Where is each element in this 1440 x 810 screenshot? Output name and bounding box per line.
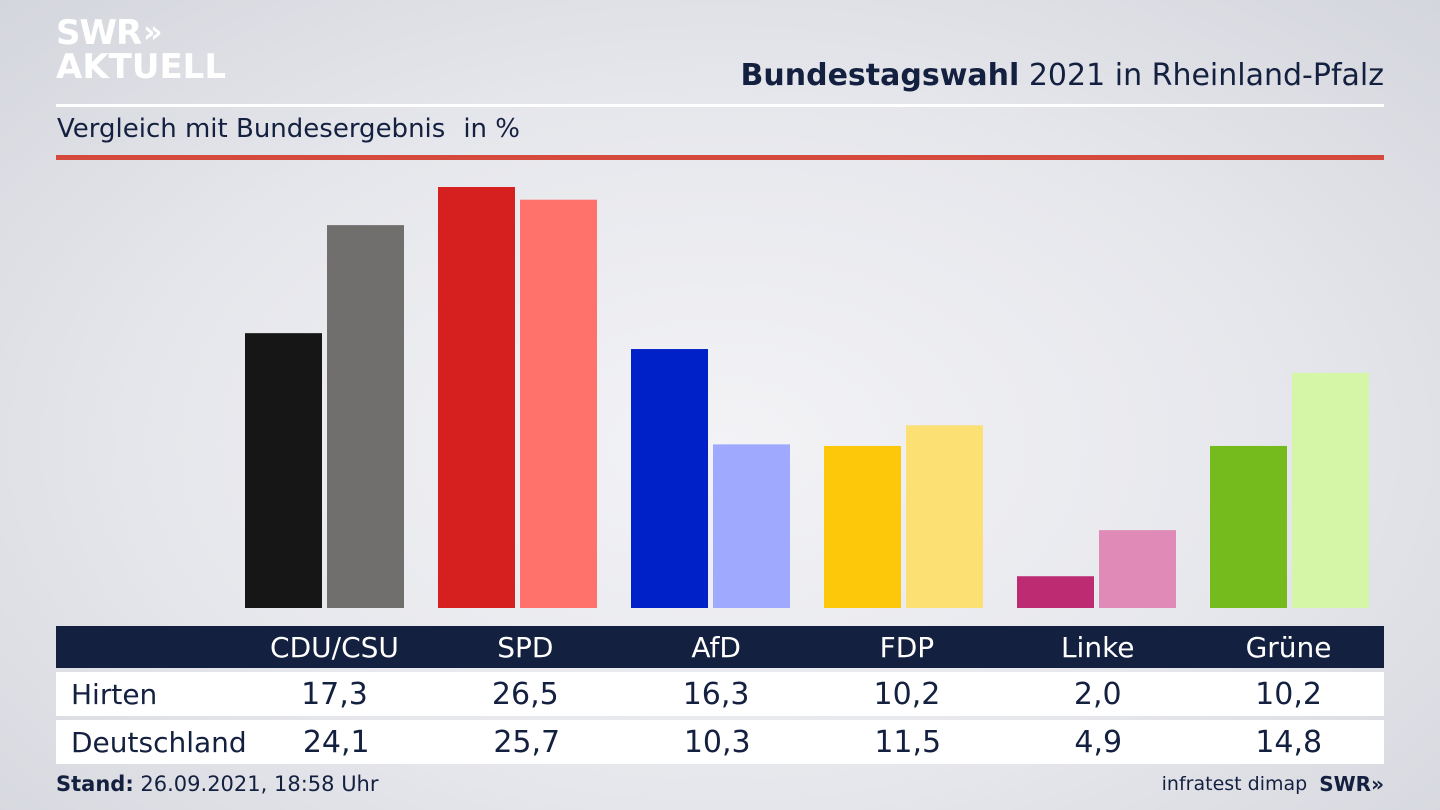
source-credit: infratest dimap SWR» bbox=[1162, 772, 1384, 796]
subtitle-divider bbox=[56, 155, 1384, 160]
timestamp: Stand: 26.09.2021, 18:58 Uhr bbox=[56, 772, 379, 796]
data-label: 10,2 bbox=[873, 676, 941, 712]
tick-label: SPD bbox=[497, 630, 554, 664]
swr-footer-logo: SWR» bbox=[1319, 772, 1384, 796]
bar-cdu-csu-deutschland bbox=[327, 225, 404, 608]
bar-grüne-deutschland bbox=[1292, 372, 1369, 608]
title-bold: Bundestagswahl bbox=[740, 58, 1020, 93]
stand-value: 26.09.2021, 18:58 Uhr bbox=[140, 772, 379, 796]
tick-label: Grüne bbox=[1245, 630, 1332, 664]
tick-label: FDP bbox=[879, 630, 935, 664]
data-label: 16,3 bbox=[682, 676, 750, 712]
data-label: 17,3 bbox=[301, 676, 368, 712]
subtitle-text: Vergleich mit Bundesergebnis bbox=[57, 114, 446, 144]
bar-linke-hirten bbox=[1017, 576, 1094, 608]
logo-swr: SWR bbox=[56, 13, 142, 53]
bar-fdp-hirten bbox=[824, 445, 901, 608]
data-label: 2,0 bbox=[1073, 676, 1122, 712]
bar-chart bbox=[245, 187, 1369, 609]
bar-spd-deutschland bbox=[520, 199, 597, 609]
source-text: infratest dimap bbox=[1161, 773, 1308, 795]
data-label: 4,9 bbox=[1074, 724, 1123, 760]
bar-grüne-hirten bbox=[1210, 445, 1287, 608]
bar-linke-deutschland bbox=[1099, 530, 1176, 608]
swr-aktuell-logo: SWR» AKTUELL bbox=[56, 13, 227, 87]
tick-label: CDU/CSU bbox=[270, 630, 399, 664]
subtitle-unit: in % bbox=[463, 114, 520, 144]
data-label: 26,5 bbox=[491, 676, 559, 712]
table-header-row: CDU/CSU SPD AfD FDP Linke Grüne bbox=[56, 626, 1384, 668]
data-label: 10,2 bbox=[1255, 676, 1322, 712]
data-label: 25,7 bbox=[493, 724, 561, 760]
chart-subtitle: Vergleich mit Bundesergebnis in % bbox=[57, 114, 520, 144]
tick-label: Linke bbox=[1060, 630, 1135, 664]
bar-cdu-csu-hirten bbox=[245, 333, 322, 608]
bar-spd-hirten bbox=[438, 187, 515, 608]
data-label: 11,5 bbox=[874, 724, 942, 760]
data-label: 14,8 bbox=[1255, 724, 1323, 760]
logo-aktuell: AKTUELL bbox=[56, 47, 227, 87]
results-table: CDU/CSU SPD AfD FDP Linke Grüne Hirten 17,3 26,… bbox=[56, 626, 1384, 764]
row-label: Hirten bbox=[71, 677, 158, 711]
table-row: Deutschland 24,1 25,7 10,3 11,5 4,9 14,8 bbox=[56, 720, 1384, 764]
stand-label: Stand: bbox=[56, 772, 134, 796]
page-title: Bundestagswahl 2021 in Rheinland-Pfalz bbox=[741, 58, 1384, 93]
data-label: 24,1 bbox=[302, 724, 370, 760]
bar-afd-deutschland bbox=[713, 444, 790, 608]
data-label: 10,3 bbox=[683, 724, 751, 760]
bar-afd-hirten bbox=[631, 349, 708, 608]
bar-fdp-deutschland bbox=[906, 425, 983, 608]
tick-label: AfD bbox=[691, 630, 741, 664]
header-divider bbox=[56, 104, 1384, 107]
row-label: Deutschland bbox=[71, 725, 247, 759]
table-row: Hirten 17,3 26,5 16,3 10,2 2,0 10,2 bbox=[56, 672, 1384, 716]
title-rest: 2021 in Rheinland-Pfalz bbox=[1028, 58, 1384, 93]
